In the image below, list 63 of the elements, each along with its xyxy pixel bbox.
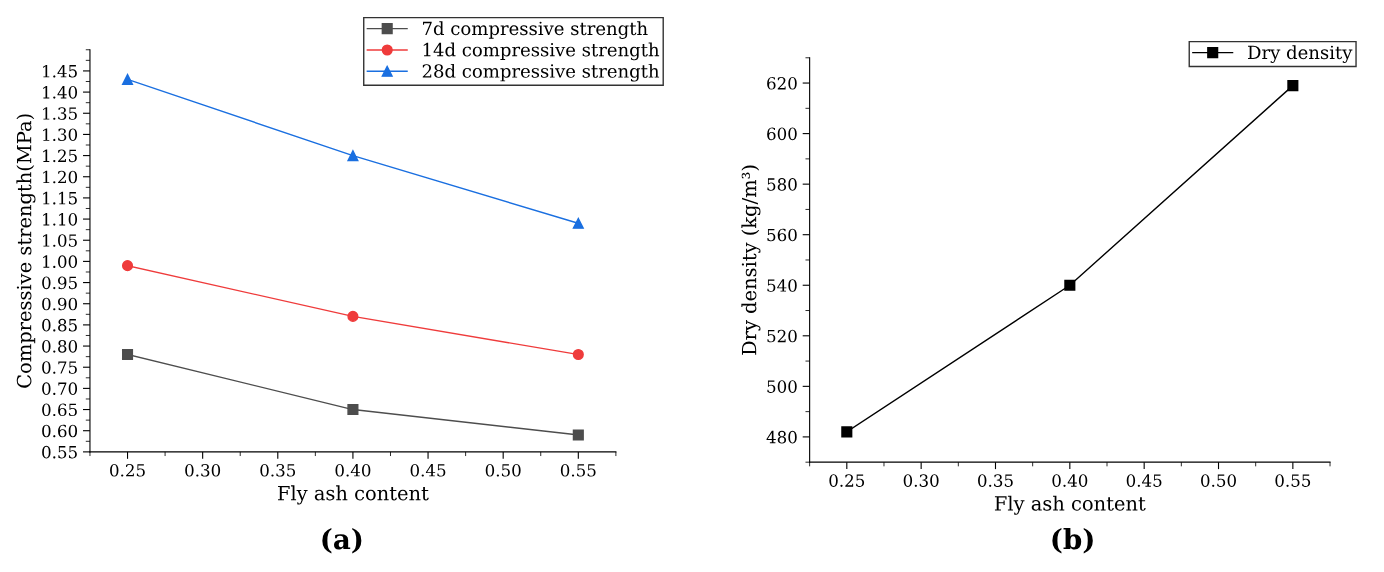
x-tick-label: 0.50 [1201,474,1236,487]
x-tick-label: 0.50 [485,463,521,477]
y-tick-label: 1.20 [43,170,78,184]
point [572,348,584,361]
point [1064,279,1076,291]
text: (a) [322,527,362,554]
x-tick-label: 0.25 [829,474,865,487]
legend-label: 7d compressive strength [423,21,648,39]
y-tick-label: 520 [767,329,797,343]
text: (b) [1052,527,1093,554]
y-tick-label: 0.60 [42,424,78,438]
y-tick-label: 0.95 [42,276,77,290]
y-tick-label: 0.75 [42,361,77,374]
point [841,426,853,438]
y-tick-label: 600 [767,127,797,141]
point [121,73,134,85]
point [572,217,584,229]
y-tick-label: 0.85 [42,318,77,332]
y-tick-label: 620 [767,77,797,90]
x-tick-label: 0.55 [1275,474,1311,487]
legend-label: Dry density [1248,45,1353,63]
point [121,348,134,361]
point [1287,80,1299,92]
y-tick-label: 560 [767,228,797,242]
y-tick-label: 1.40 [43,86,78,99]
y-tick-label: 480 [766,430,797,444]
point [121,260,134,272]
legend-label: 28d compressive strength [422,63,660,82]
x-axis-title: Fly ash content [278,485,429,505]
y-tick-label: 0.55 [42,445,77,459]
y-tick-label: 1.15 [43,191,77,205]
point [347,403,359,416]
x-tick-label: 0.40 [335,463,371,477]
x-tick-label: 0.45 [410,463,446,477]
x-tick-label: 0.25 [110,463,145,477]
point [572,429,584,441]
y-tick-label: 1.30 [43,128,78,141]
x-tick-label: 0.30 [185,463,221,477]
x-tick-label: 0.45 [1126,474,1162,487]
y-tick-label: 1.25 [43,149,77,163]
x-tick-label: 0.35 [978,474,1013,487]
y-tick-label: 0.70 [42,382,78,395]
y-tick-label: 1.05 [43,234,77,247]
y-tick-label: 500 [767,380,797,393]
y-tick-label: 1.45 [43,64,77,78]
y-tick-label: 0.90 [42,297,78,311]
y-tick-label: 1.10 [43,213,78,226]
y-tick-label: 540 [767,279,797,292]
y-tick-label: 1.00 [43,255,78,268]
point [347,150,359,162]
y-axis-title: Compressive strength(MPa) [16,114,36,388]
y-tick-label: 0.65 [42,403,77,417]
x-tick-label: 0.35 [260,463,296,477]
point [347,310,359,322]
x-tick-label: 0.55 [560,463,596,477]
y-tick-label: 580 [767,178,797,191]
x-tick-label: 0.40 [1052,474,1088,487]
y-tick-label: 1.35 [43,107,77,120]
x-axis-title: Fly ash content [994,495,1146,515]
y-tick-label: 0.80 [42,340,78,353]
y-axis-title: Dry density (kg/m³) [741,165,761,355]
legend-label: 14d compressive strength [423,42,660,61]
x-tick-label: 0.30 [903,474,939,487]
